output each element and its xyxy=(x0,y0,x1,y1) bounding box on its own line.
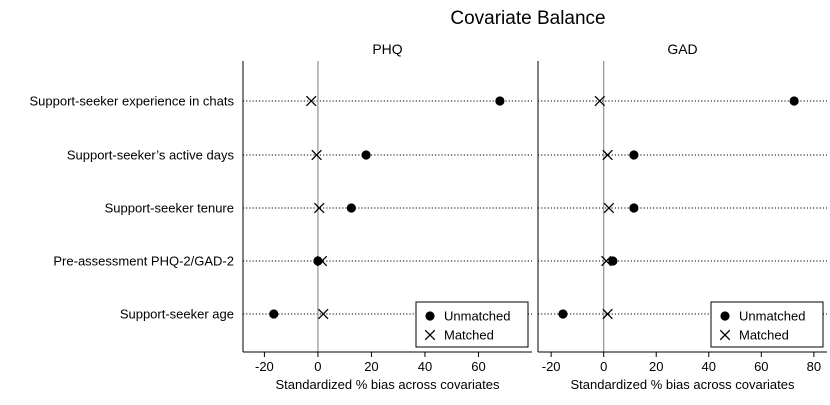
x-tick-label: 0 xyxy=(600,359,607,374)
x-tick-label: 60 xyxy=(754,359,768,374)
matched-point xyxy=(602,308,613,320)
legend-matched-stroke xyxy=(719,329,731,341)
unmatched-point xyxy=(789,96,799,106)
legend-matched-label: Matched xyxy=(739,328,789,343)
covariate-label-1: Support-seeker’s active days xyxy=(67,148,235,163)
unmatched-point xyxy=(608,256,618,266)
matched-point-stroke xyxy=(601,255,612,267)
x-tick-label: 40 xyxy=(418,359,432,374)
x-tick-label: 80 xyxy=(807,359,821,374)
matched-point-stroke xyxy=(602,149,613,161)
x-tick-label: 60 xyxy=(471,359,485,374)
x-tick-label: -20 xyxy=(542,359,561,374)
covariate-label-3: Pre-assessment PHQ-2/GAD-2 xyxy=(53,254,234,269)
legend-gad: Unmatched Matched xyxy=(710,301,824,348)
matched-point-stroke xyxy=(318,308,329,320)
matched-point xyxy=(318,308,329,320)
covariate-labels: Support-seeker experience in chats Suppor… xyxy=(29,94,234,322)
panel-phq: PHQ -20 0 20 40 60 Standardized % bias across … xyxy=(242,41,532,392)
unmatched-point xyxy=(346,203,356,213)
matched-point-stroke xyxy=(305,95,317,107)
chart-title: Covariate Balance xyxy=(450,8,605,29)
panel-gad: GAD -20 0 20 40 60 80 Standardized % bias acros… xyxy=(537,41,827,392)
x-axis-label-gad: Standardized % bias across covariates xyxy=(570,377,795,392)
matched-point-stroke xyxy=(602,308,613,320)
unmatched-point xyxy=(629,203,639,213)
matched-point xyxy=(316,255,328,267)
matched-point-stroke xyxy=(314,202,325,214)
unmatched-point xyxy=(558,309,568,319)
panel-title-phq: PHQ xyxy=(372,41,402,57)
legend-matched-marker xyxy=(719,329,731,341)
matched-point xyxy=(594,95,606,107)
x-tick-label: 20 xyxy=(649,359,663,374)
legend-phq: Unmatched Matched xyxy=(415,301,529,348)
matched-point xyxy=(305,95,317,107)
legend-unmatched-label: Unmatched xyxy=(739,309,805,324)
matched-point xyxy=(311,149,322,161)
legend-unmatched-label: Unmatched xyxy=(444,309,510,324)
matched-point-stroke xyxy=(311,149,322,161)
legend-unmatched-marker xyxy=(720,311,730,321)
unmatched-point xyxy=(269,309,279,319)
matched-point xyxy=(314,202,325,214)
matched-point-stroke xyxy=(594,95,606,107)
matched-point xyxy=(603,202,615,214)
legend-unmatched-marker xyxy=(425,311,435,321)
covariate-label-2: Support-seeker tenure xyxy=(105,201,234,216)
x-tick-label: 20 xyxy=(364,359,378,374)
covariate-label-4: Support-seeker age xyxy=(120,307,234,322)
matched-point xyxy=(601,255,612,267)
legend-matched-marker xyxy=(424,329,436,341)
x-tick-label: 0 xyxy=(314,359,321,374)
covariate-label-0: Support-seeker experience in chats xyxy=(29,94,234,109)
matched-point xyxy=(602,149,613,161)
unmatched-point xyxy=(629,150,639,160)
x-tick-label: 40 xyxy=(702,359,716,374)
legend-matched-label: Matched xyxy=(444,328,494,343)
matched-point-stroke xyxy=(316,255,328,267)
x-tick-label: -20 xyxy=(255,359,274,374)
matched-point-stroke xyxy=(603,202,615,214)
x-axis-label-phq: Standardized % bias across covariates xyxy=(275,377,500,392)
legend-matched-stroke xyxy=(424,329,436,341)
unmatched-point xyxy=(495,96,505,106)
panel-title-gad: GAD xyxy=(667,41,697,57)
unmatched-point xyxy=(361,150,371,160)
